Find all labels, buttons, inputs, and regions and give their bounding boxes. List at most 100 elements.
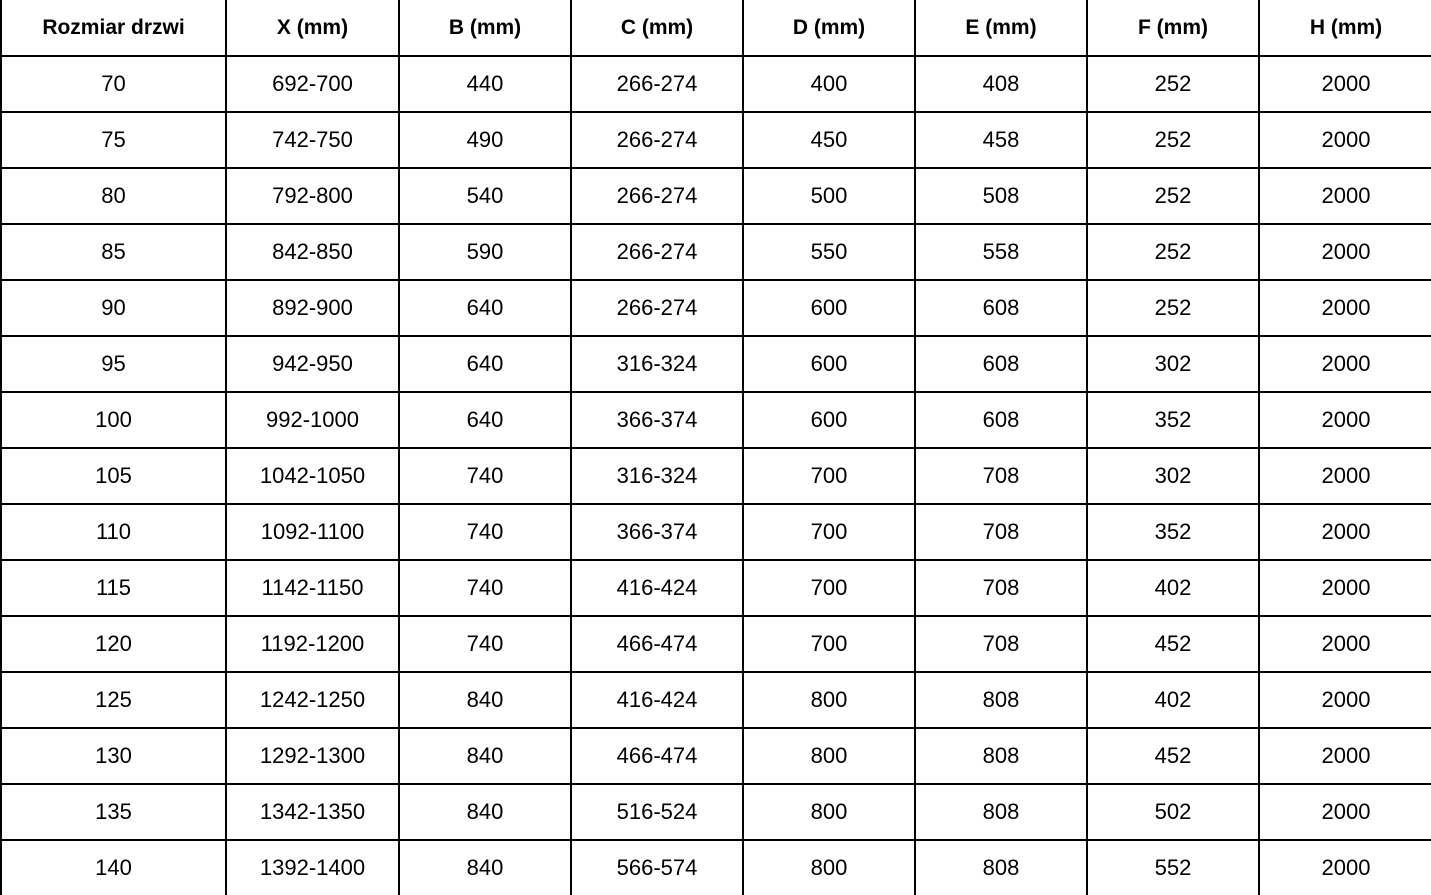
column-header-x: X (mm): [226, 0, 400, 57]
cell-c-value: 266-274: [571, 168, 744, 225]
cell-e-value: 808: [915, 840, 1088, 895]
cell-door-size: 80: [0, 168, 227, 225]
cell-b-value: 840: [399, 672, 572, 729]
cell-x-value: 1392-1400: [226, 840, 400, 895]
cell-d-value: 800: [743, 672, 916, 729]
cell-b-value: 640: [399, 280, 572, 337]
cell-e-value: 508: [915, 168, 1088, 225]
cell-x-value: 792-800: [226, 168, 400, 225]
cell-f-value: 402: [1087, 672, 1260, 729]
table-row: 90 892-900 640 266-274 600 608 252 2000: [0, 280, 1431, 337]
cell-x-value: 692-700: [226, 56, 400, 113]
cell-x-value: 842-850: [226, 224, 400, 281]
cell-e-value: 708: [915, 504, 1088, 561]
cell-door-size: 105: [0, 448, 227, 505]
cell-e-value: 808: [915, 728, 1088, 785]
cell-d-value: 600: [743, 280, 916, 337]
cell-h-value: 2000: [1259, 672, 1431, 729]
table-row: 105 1042-1050 740 316-324 700 708 302 2000: [0, 448, 1431, 505]
column-header-e: E (mm): [915, 0, 1088, 57]
cell-door-size: 115: [0, 560, 227, 617]
cell-b-value: 740: [399, 504, 572, 561]
cell-h-value: 2000: [1259, 560, 1431, 617]
table-row: 130 1292-1300 840 466-474 800 808 452 2000: [0, 728, 1431, 785]
cell-d-value: 450: [743, 112, 916, 169]
cell-h-value: 2000: [1259, 224, 1431, 281]
cell-door-size: 110: [0, 504, 227, 561]
cell-d-value: 700: [743, 616, 916, 673]
cell-x-value: 1242-1250: [226, 672, 400, 729]
cell-e-value: 608: [915, 392, 1088, 449]
cell-e-value: 808: [915, 784, 1088, 841]
cell-c-value: 516-524: [571, 784, 744, 841]
cell-door-size: 135: [0, 784, 227, 841]
cell-f-value: 452: [1087, 616, 1260, 673]
cell-b-value: 590: [399, 224, 572, 281]
cell-f-value: 352: [1087, 504, 1260, 561]
cell-b-value: 490: [399, 112, 572, 169]
cell-b-value: 840: [399, 784, 572, 841]
cell-h-value: 2000: [1259, 448, 1431, 505]
cell-e-value: 408: [915, 56, 1088, 113]
cell-d-value: 700: [743, 560, 916, 617]
cell-e-value: 708: [915, 616, 1088, 673]
cell-h-value: 2000: [1259, 616, 1431, 673]
cell-d-value: 600: [743, 392, 916, 449]
table-row: 135 1342-1350 840 516-524 800 808 502 2000: [0, 784, 1431, 841]
cell-f-value: 302: [1087, 448, 1260, 505]
cell-h-value: 2000: [1321, 854, 1371, 880]
cell-e-value: 708: [915, 448, 1088, 505]
cell-c-value: 466-474: [571, 616, 744, 673]
cell-c-value: 366-374: [571, 504, 744, 561]
cell-c-value: 316-324: [571, 336, 744, 393]
cell-b-value: 640: [399, 392, 572, 449]
cell-d-value: 800: [743, 784, 916, 841]
column-header-h: H (mm): [1259, 0, 1431, 57]
cell-f-value: 302: [1087, 336, 1260, 393]
cell-d-value: 700: [743, 504, 916, 561]
cell-door-size: 120: [0, 616, 227, 673]
cell-f-value: 452: [1087, 728, 1260, 785]
cell-b-value: 840: [399, 728, 572, 785]
column-header-rozmiar-drzwi: Rozmiar drzwi: [0, 0, 227, 57]
cell-f-value: 252: [1087, 224, 1260, 281]
cell-c-value: 366-374: [571, 392, 744, 449]
cell-e-value: 458: [915, 112, 1088, 169]
column-header-d: D (mm): [743, 0, 916, 57]
column-header-f: F (mm): [1087, 0, 1260, 57]
cell-door-size: 140: [0, 840, 227, 895]
cell-x-value: 1042-1050: [226, 448, 400, 505]
cell-x-value: 1092-1100: [226, 504, 400, 561]
cell-c-value: 566-574: [571, 840, 744, 895]
cell-b-value: 840: [399, 840, 572, 895]
cell-d-value: 700: [743, 448, 916, 505]
table-row: 125 1242-1250 840 416-424 800 808 402 2000: [0, 672, 1431, 729]
cell-f-value: 252: [1087, 56, 1260, 113]
table-row: 140 1392-1400 840 566-574 800 808 552 2000: [0, 840, 1431, 895]
cell-h-value: 2000: [1259, 728, 1431, 785]
cell-f-value: 352: [1087, 392, 1260, 449]
cell-d-value: 550: [743, 224, 916, 281]
cell-e-value: 558: [915, 224, 1088, 281]
cell-door-size: 75: [0, 112, 227, 169]
cell-h-value: 2000: [1259, 504, 1431, 561]
cell-c-value: 266-274: [571, 112, 744, 169]
table-row: 100 992-1000 640 366-374 600 608 352 2000: [0, 392, 1431, 449]
cell-f-value: 402: [1087, 560, 1260, 617]
cell-h-value: 2000: [1259, 56, 1431, 113]
cell-e-value: 808: [915, 672, 1088, 729]
cell-f-value: 252: [1087, 168, 1260, 225]
cell-d-value: 600: [743, 336, 916, 393]
cell-f-value: 252: [1087, 280, 1260, 337]
cell-b-value: 740: [399, 616, 572, 673]
table-row: 80 792-800 540 266-274 500 508 252 2000: [0, 168, 1431, 225]
cell-x-value: 742-750: [226, 112, 400, 169]
table-header: Rozmiar drzwi X (mm) B (mm) C (mm) D (mm…: [0, 0, 1431, 57]
cell-h-value: 2000: [1259, 168, 1431, 225]
cell-door-size: 125: [0, 672, 227, 729]
table-header-row: Rozmiar drzwi X (mm) B (mm) C (mm) D (mm…: [0, 0, 1431, 57]
table-body: 70 692-700 440 266-274 400 408 252 2000 75 742-75…: [0, 56, 1431, 895]
cell-h-value: 2000: [1259, 280, 1431, 337]
cell-e-value: 708: [915, 560, 1088, 617]
